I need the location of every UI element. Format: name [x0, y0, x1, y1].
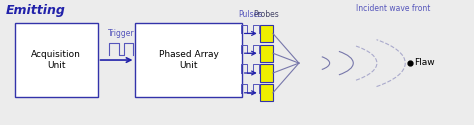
Text: Pulses: Pulses	[238, 10, 263, 19]
Text: Probes: Probes	[254, 10, 279, 19]
Text: Flaw: Flaw	[414, 58, 435, 67]
Text: Emitting: Emitting	[5, 4, 65, 17]
Text: Trigger: Trigger	[108, 29, 135, 38]
Text: Acquisition
Unit: Acquisition Unit	[31, 50, 81, 70]
Bar	[136, 23, 242, 97]
Text: Phased Array
Unit: Phased Array Unit	[159, 50, 219, 70]
Bar	[260, 25, 273, 42]
Text: Incident wave front: Incident wave front	[356, 4, 430, 13]
Bar	[260, 45, 273, 62]
Bar	[260, 64, 273, 82]
Bar	[260, 84, 273, 102]
Bar	[15, 23, 98, 97]
